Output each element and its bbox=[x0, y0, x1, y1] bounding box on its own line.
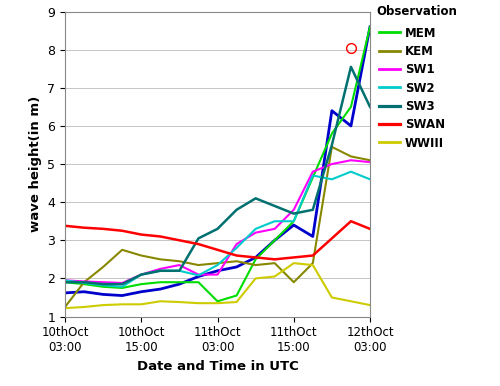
X-axis label: Date and Time in UTC: Date and Time in UTC bbox=[136, 360, 298, 373]
Y-axis label: wave height(in m): wave height(in m) bbox=[28, 96, 42, 232]
Text: Observation: Observation bbox=[376, 5, 457, 19]
Legend: MEM, KEM, SW1, SW2, SW3, SWAN, WWIII: MEM, KEM, SW1, SW2, SW3, SWAN, WWIII bbox=[379, 27, 445, 149]
